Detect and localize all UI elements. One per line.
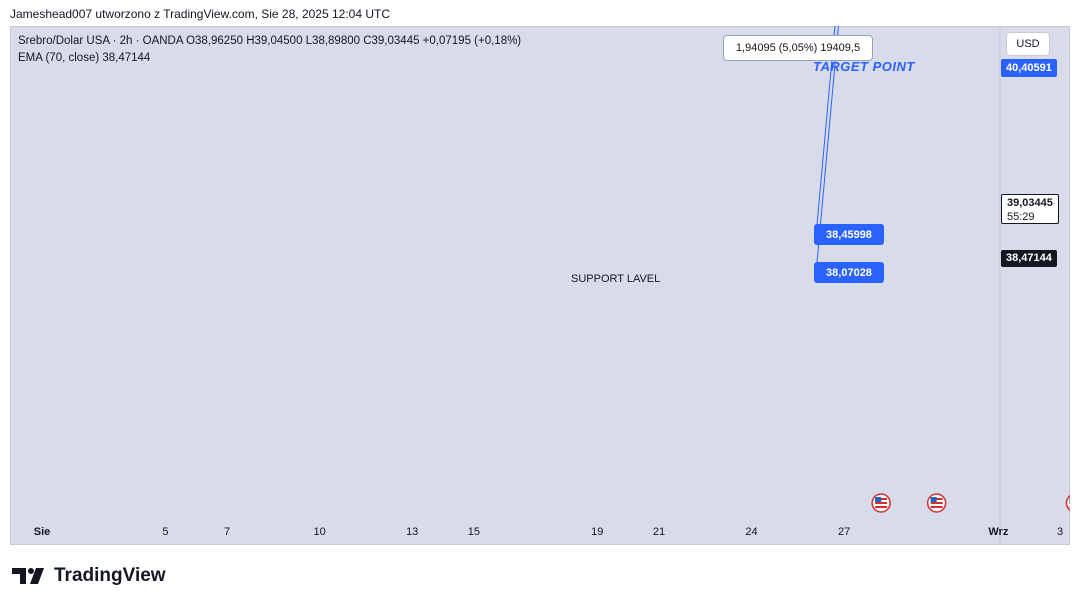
us-flag-icon[interactable] [1065,494,1070,512]
current-price-value: 39,03445 [1007,197,1053,209]
zone-bottom-tag: 38,07028 [814,262,884,283]
us-flag-ring [1065,494,1070,512]
us-flag-stripe [1069,506,1070,508]
x-tick-label: 10 [314,526,326,538]
us-flag-icon[interactable] [871,493,891,513]
x-tick-label: Wrz [988,526,1008,538]
measure-label: 1,94095 (5,05%) 19409,5 [723,35,873,61]
x-tick-label: 5 [162,526,168,538]
us-flag-stripe [930,502,943,504]
us-flag-stripe [875,502,888,504]
x-tick-label: 15 [468,526,480,538]
target-price-tag: 40,40591 [1001,59,1057,77]
currency-button[interactable]: USD [1006,32,1050,56]
drawings-layer[interactable] [10,26,1070,513]
ema-price-tag: 38,47144 [1001,250,1057,267]
x-tick-label: 7 [224,526,230,538]
us-flag-canton [1069,497,1070,502]
chart-area[interactable] [10,26,1070,545]
us-flag-canton [930,497,937,502]
tradingview-logo-text: TradingView [54,565,166,586]
x-tick-label: 21 [653,526,665,538]
header-caption: Jameshead007 utworzono z TradingView.com… [10,7,391,21]
x-tick-label: 13 [406,526,418,538]
price-chart[interactable]: 40,0000039,5000038,0000037,5000037,00000… [10,26,1070,545]
symbol-legend[interactable]: Srebro/Dolar USA · 2h · OANDA O38,96250 … [18,35,522,47]
x-tick-label: 19 [591,526,603,538]
us-flag-icon[interactable] [926,493,947,513]
us-flag-stripe [875,506,888,508]
x-tick-label: 27 [838,526,850,538]
current-price-tag: 39,03445 55:29 [1001,194,1059,224]
axes-layer: 40,0000039,5000038,0000037,5000037,00000… [34,26,1063,545]
us-flag-stripe [930,506,943,508]
support-level-label: SUPPORT LAVEL [571,273,661,285]
target-point-label: TARGET POINT [813,59,915,74]
x-tick-label: 24 [745,526,757,538]
tradingview-logo-icon [12,568,44,584]
us-flag-stripe [1069,502,1070,504]
zone-top-tag: 38,45998 [814,224,884,245]
bar-countdown: 55:29 [1007,211,1035,223]
ema-legend[interactable]: EMA (70, close) 38,47144 [18,52,151,64]
tradingview-logo[interactable]: TradingView [12,565,166,587]
x-tick-label: Sie [34,526,51,538]
x-tick-label: 3 [1057,526,1063,538]
us-flag-canton [875,497,882,502]
